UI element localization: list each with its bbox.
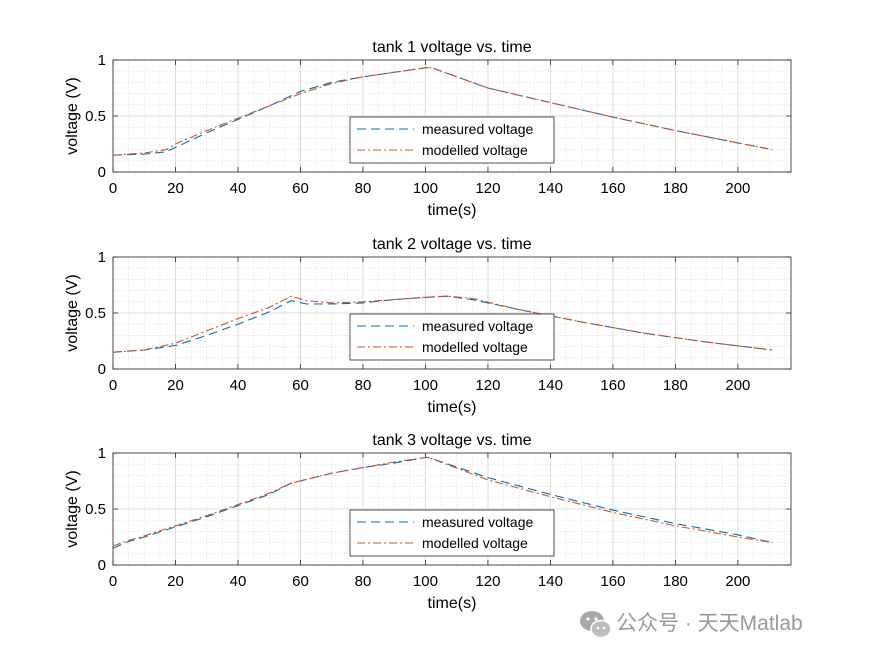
series-line-modelled — [112, 67, 773, 156]
x-tick-label: 100 — [413, 377, 438, 394]
x-tick-label: 120 — [475, 573, 500, 590]
chart-panel-2: 0 20 40 60 80 100 120 140 160 180 200 0 0.5 1 tank 2 v… — [64, 236, 792, 416]
x-tick-label: 160 — [600, 573, 625, 590]
y-tick-label: 0.5 — [85, 108, 106, 125]
legend-box — [349, 509, 555, 557]
chart-title: tank 3 voltage vs. time — [372, 432, 531, 449]
chart-panel-3: 0 20 40 60 80 100 120 140 160 180 200 0 0.5 1 tank 3 v… — [64, 432, 792, 612]
legend-label: modelled voltage — [422, 339, 528, 355]
series-line-measured — [112, 67, 773, 156]
x-tick-label: 80 — [355, 573, 372, 590]
x-tick-label: 40 — [230, 180, 247, 197]
x-tick-label: 120 — [475, 377, 500, 394]
x-tick-label: 160 — [600, 180, 625, 197]
x-tick-label: 200 — [725, 377, 750, 394]
chart-panel-1: 0 20 40 60 80 100 120 140 160 180 200 0 0.5 1 tank 1 v… — [64, 39, 792, 219]
x-tick-label: 60 — [292, 180, 309, 197]
legend-label: measured voltage — [422, 514, 534, 530]
x-tick-label: 20 — [167, 180, 184, 197]
y-axis-label: voltage (V) — [64, 77, 81, 154]
x-tick-label: 100 — [413, 180, 438, 197]
x-axis-label: time(s) — [428, 399, 477, 416]
x-tick-label: 160 — [600, 377, 625, 394]
x-tick-label: 200 — [725, 180, 750, 197]
y-tick-label: 0 — [98, 557, 106, 574]
x-tick-label: 20 — [167, 573, 184, 590]
x-tick-label: 140 — [538, 573, 563, 590]
x-tick-label: 100 — [413, 573, 438, 590]
y-tick-label: 0 — [98, 361, 106, 378]
y-axis-label: voltage (V) — [64, 274, 81, 351]
watermark: 公众号 · 天天Matlab — [580, 611, 803, 639]
y-tick-label: 0 — [98, 164, 106, 181]
x-tick-label: 40 — [230, 377, 247, 394]
legend-label: measured voltage — [422, 318, 534, 334]
legend: measured voltage modelled voltage — [349, 116, 555, 164]
chart-title: tank 2 voltage vs. time — [372, 236, 531, 253]
legend-label: modelled voltage — [422, 142, 528, 158]
legend: measured voltage modelled voltage — [349, 313, 555, 361]
x-axis-label: time(s) — [428, 595, 477, 612]
x-tick-label: 80 — [355, 180, 372, 197]
x-tick-label: 140 — [538, 377, 563, 394]
x-tick-label: 0 — [109, 573, 117, 590]
wechat-icon — [580, 611, 612, 639]
legend: measured voltage modelled voltage — [349, 509, 555, 557]
y-tick-label: 0.5 — [85, 305, 106, 322]
y-axis-label: voltage (V) — [64, 470, 81, 547]
x-tick-label: 120 — [475, 180, 500, 197]
x-tick-label: 140 — [538, 180, 563, 197]
y-tick-label: 0.5 — [85, 501, 106, 518]
x-tick-label: 0 — [109, 180, 117, 197]
series-line-modelled — [112, 456, 773, 547]
x-tick-label: 180 — [663, 573, 688, 590]
chart-title: tank 1 voltage vs. time — [372, 39, 531, 56]
x-tick-label: 180 — [663, 180, 688, 197]
series-line-modelled — [112, 295, 773, 353]
legend-label: measured voltage — [422, 121, 534, 137]
x-tick-label: 80 — [355, 377, 372, 394]
x-tick-label: 180 — [663, 377, 688, 394]
watermark-text: 公众号 · 天天Matlab — [616, 612, 803, 635]
y-tick-label: 1 — [98, 249, 106, 266]
legend-box — [349, 116, 555, 164]
x-axis-label: time(s) — [428, 202, 477, 219]
x-tick-label: 40 — [230, 573, 247, 590]
x-tick-label: 20 — [167, 377, 184, 394]
x-tick-label: 60 — [292, 573, 309, 590]
x-tick-label: 0 — [109, 377, 117, 394]
legend-box — [349, 313, 555, 361]
y-tick-label: 1 — [98, 52, 106, 69]
series-line-measured — [112, 456, 773, 549]
legend-label: modelled voltage — [422, 535, 528, 551]
y-tick-label: 1 — [98, 445, 106, 462]
x-tick-label: 200 — [725, 573, 750, 590]
x-tick-label: 60 — [292, 377, 309, 394]
